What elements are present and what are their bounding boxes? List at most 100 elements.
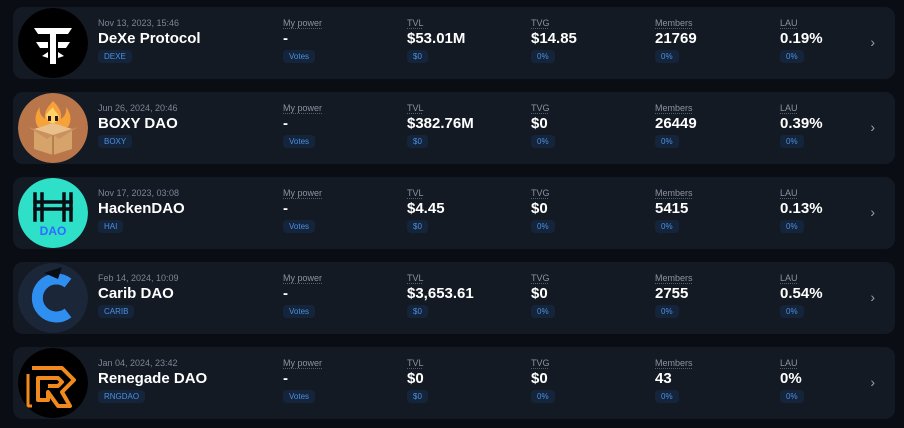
- members-value: 21769: [655, 30, 697, 47]
- lau-label: LAU: [780, 18, 798, 28]
- chevron-right-icon[interactable]: ›: [870, 204, 875, 220]
- lau-change-badge: 0%: [780, 135, 804, 148]
- lau-label: LAU: [780, 273, 798, 283]
- tvl-value: $4.45: [407, 200, 445, 217]
- ticker-badge: RNGDAO: [98, 390, 146, 403]
- chevron-right-icon[interactable]: ›: [870, 119, 875, 135]
- chevron-right-icon[interactable]: ›: [870, 34, 875, 50]
- my-power-value: -: [283, 285, 288, 302]
- created-date: Nov 13, 2023, 15:46: [98, 18, 180, 28]
- tvl-change-badge: $0: [407, 50, 428, 63]
- tvl-value: $3,653.61: [407, 285, 474, 302]
- lau-change-badge: 0%: [780, 305, 804, 318]
- my-power-value: -: [283, 115, 288, 132]
- created-date: Jun 26, 2024, 20:46: [98, 103, 178, 113]
- tvl-change-badge: $0: [407, 305, 428, 318]
- tvg-label: TVG: [531, 273, 550, 283]
- tvl-label: TVL: [407, 103, 424, 113]
- votes-badge: Votes: [283, 50, 316, 63]
- tvg-value: $0: [531, 200, 548, 217]
- tvg-value: $0: [531, 285, 548, 302]
- members-value: 26449: [655, 115, 697, 132]
- members-label: Members: [655, 103, 693, 113]
- dexe-logo-icon: [18, 8, 88, 78]
- tvg-label: TVG: [531, 188, 550, 198]
- tvl-change-badge: $0: [407, 135, 428, 148]
- lau-label: LAU: [780, 188, 798, 198]
- tvl-change-badge: $0: [407, 220, 428, 233]
- created-date: Nov 17, 2023, 03:08: [98, 188, 180, 198]
- ticker-badge: HAI: [98, 220, 124, 233]
- lau-value: 0.39%: [780, 115, 823, 132]
- tvl-label: TVL: [407, 188, 424, 198]
- lau-change-badge: 0%: [780, 50, 804, 63]
- carib-logo-icon: [18, 263, 88, 333]
- members-change-badge: 0%: [655, 50, 679, 63]
- dao-card-renegade[interactable]: Jan 04, 2024, 23:42 Renegade DAO RNGDAO …: [13, 347, 895, 419]
- tvl-value: $382.76M: [407, 115, 474, 132]
- members-label: Members: [655, 273, 693, 283]
- created-date: Feb 14, 2024, 10:09: [98, 273, 179, 283]
- votes-badge: Votes: [283, 135, 316, 148]
- tvl-value: $0: [407, 370, 424, 387]
- members-label: Members: [655, 358, 693, 368]
- my-power-label: My power: [283, 358, 323, 368]
- members-value: 2755: [655, 285, 689, 302]
- lau-value: 0.13%: [780, 200, 823, 217]
- votes-badge: Votes: [283, 220, 316, 233]
- chevron-right-icon[interactable]: ›: [870, 374, 875, 390]
- dao-name[interactable]: BOXY DAO: [98, 115, 178, 132]
- dao-name[interactable]: DeXe Protocol: [98, 30, 201, 47]
- tvg-label: TVG: [531, 18, 550, 28]
- dao-card-boxy[interactable]: Jun 26, 2024, 20:46 BOXY DAO BOXY My pow…: [13, 92, 895, 164]
- lau-change-badge: 0%: [780, 220, 804, 233]
- ticker-badge: CARIB: [98, 305, 135, 318]
- dao-card-dexe[interactable]: Nov 13, 2023, 15:46 DeXe Protocol DEXE M…: [13, 7, 895, 79]
- my-power-label: My power: [283, 103, 323, 113]
- members-change-badge: 0%: [655, 135, 679, 148]
- tvg-change-badge: 0%: [531, 390, 555, 403]
- hacken-logo-icon: DAO: [18, 178, 88, 248]
- lau-value: 0.19%: [780, 30, 823, 47]
- my-power-label: My power: [283, 18, 323, 28]
- members-change-badge: 0%: [655, 220, 679, 233]
- members-label: Members: [655, 18, 693, 28]
- members-change-badge: 0%: [655, 305, 679, 318]
- tvg-change-badge: 0%: [531, 220, 555, 233]
- tvl-label: TVL: [407, 358, 424, 368]
- tvg-change-badge: 0%: [531, 50, 555, 63]
- ticker-badge: DEXE: [98, 50, 132, 63]
- votes-badge: Votes: [283, 305, 316, 318]
- my-power-value: -: [283, 30, 288, 47]
- votes-badge: Votes: [283, 390, 316, 403]
- boxy-logo-icon: [18, 93, 88, 163]
- renegade-logo-icon: [18, 348, 88, 418]
- tvg-value: $0: [531, 370, 548, 387]
- members-label: Members: [655, 188, 693, 198]
- tvg-value: $0: [531, 115, 548, 132]
- tvl-value: $53.01M: [407, 30, 466, 47]
- my-power-label: My power: [283, 188, 323, 198]
- tvl-label: TVL: [407, 273, 424, 283]
- tvg-change-badge: 0%: [531, 305, 555, 318]
- my-power-value: -: [283, 370, 288, 387]
- members-value: 43: [655, 370, 672, 387]
- lau-value: 0%: [780, 370, 802, 387]
- tvl-change-badge: $0: [407, 390, 428, 403]
- lau-value: 0.54%: [780, 285, 823, 302]
- tvl-label: TVL: [407, 18, 424, 28]
- tvg-label: TVG: [531, 103, 550, 113]
- my-power-label: My power: [283, 273, 323, 283]
- dao-name[interactable]: Carib DAO: [98, 285, 174, 302]
- created-date: Jan 04, 2024, 23:42: [98, 358, 178, 368]
- tvg-change-badge: 0%: [531, 135, 555, 148]
- dao-card-hacken[interactable]: DAO Nov 17, 2023, 03:08 HackenDAO HAI My…: [13, 177, 895, 249]
- dao-name[interactable]: HackenDAO: [98, 200, 185, 217]
- dao-card-carib[interactable]: Feb 14, 2024, 10:09 Carib DAO CARIB My p…: [13, 262, 895, 334]
- chevron-right-icon[interactable]: ›: [870, 289, 875, 305]
- lau-label: LAU: [780, 103, 798, 113]
- svg-text:DAO: DAO: [40, 224, 67, 238]
- dao-name[interactable]: Renegade DAO: [98, 370, 208, 387]
- my-power-value: -: [283, 200, 288, 217]
